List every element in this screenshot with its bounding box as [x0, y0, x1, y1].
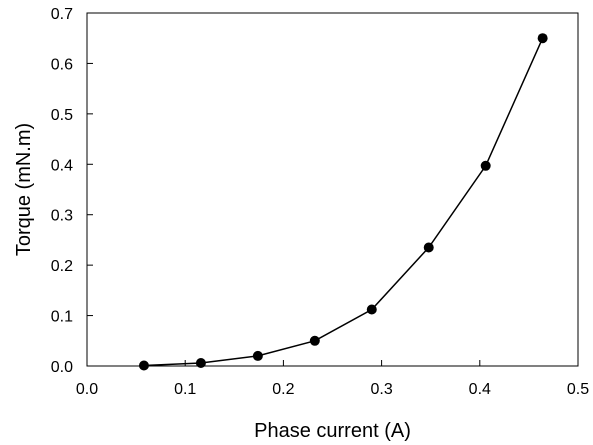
- data-point: [138, 360, 149, 371]
- x-tick-label: 0.3: [370, 381, 392, 398]
- y-tick-label: 0.4: [51, 157, 73, 174]
- y-tick-label: 0.7: [51, 6, 73, 23]
- data-point: [537, 33, 548, 44]
- data-point: [423, 242, 434, 253]
- y-tick-label: 0.3: [51, 208, 73, 225]
- y-tick-label: 0.2: [51, 258, 73, 275]
- y-tick-label: 0.6: [51, 56, 73, 73]
- data-series: [138, 33, 548, 371]
- y-tick-label: 0.1: [51, 309, 73, 326]
- plot-border: [86, 12, 579, 367]
- y-axis-title: Torque (mN.m): [13, 123, 35, 256]
- y-tick-label: 0.0: [51, 359, 73, 376]
- x-tick-label: 0.2: [272, 381, 294, 398]
- data-point: [252, 350, 263, 361]
- x-tick-label: 0.5: [567, 381, 589, 398]
- data-point: [480, 160, 491, 171]
- plot-frame: [86, 12, 579, 367]
- y-tick-label: 0.5: [51, 107, 73, 124]
- x-tick-label: 0.4: [469, 381, 491, 398]
- series-line: [143, 37, 544, 367]
- x-tick-label: 0.0: [76, 381, 98, 398]
- y-axis-ticks: 0.0 0.1 0.2 0.3 0.4 0.5 0.6 0.7: [51, 6, 93, 376]
- data-point: [195, 357, 206, 368]
- x-axis-title: Phase current (A): [254, 420, 411, 442]
- data-point: [309, 335, 320, 346]
- x-axis-ticks: 0.0 0.1 0.2 0.3 0.4 0.5: [76, 360, 589, 398]
- x-tick-label: 0.1: [174, 381, 196, 398]
- data-point: [366, 304, 377, 315]
